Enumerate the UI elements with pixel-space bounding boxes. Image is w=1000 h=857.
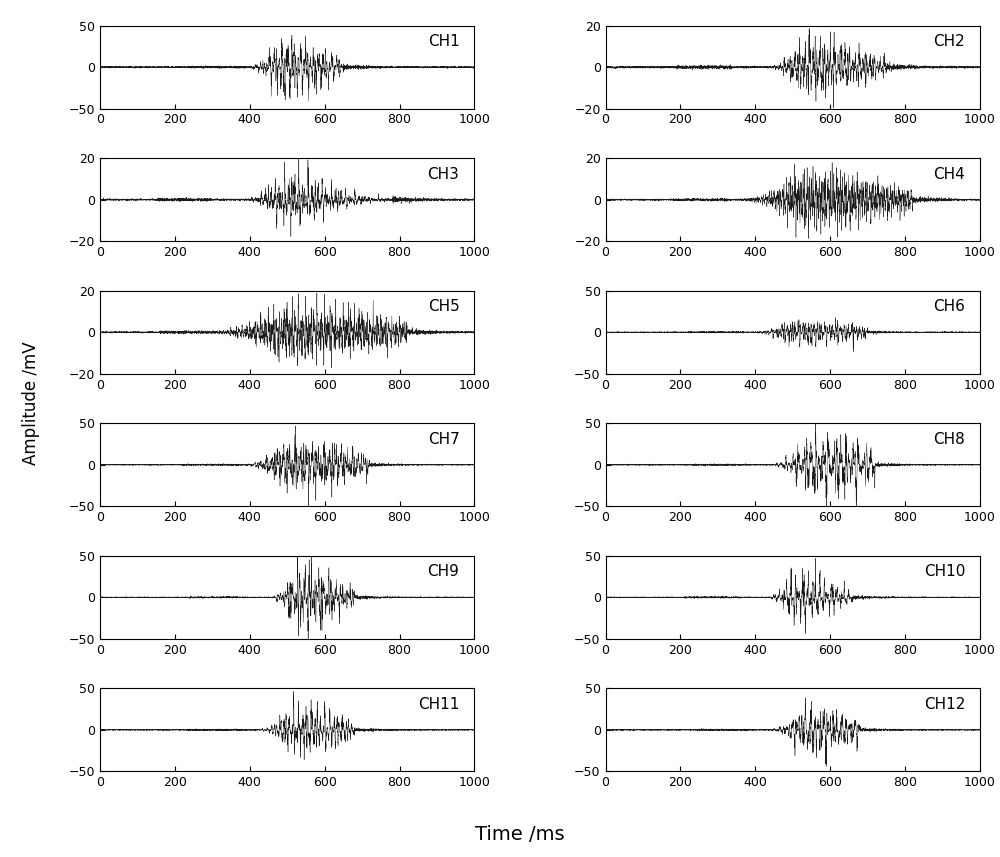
Text: CH5: CH5 — [428, 299, 459, 315]
Text: Amplitude /mV: Amplitude /mV — [22, 341, 40, 464]
Text: CH3: CH3 — [428, 166, 459, 182]
Text: CH10: CH10 — [924, 564, 965, 579]
Text: CH4: CH4 — [933, 166, 965, 182]
Text: CH1: CH1 — [428, 34, 459, 49]
Text: CH11: CH11 — [418, 697, 459, 712]
Text: CH6: CH6 — [933, 299, 965, 315]
Text: CH7: CH7 — [428, 432, 459, 446]
Text: Time /ms: Time /ms — [475, 825, 565, 844]
Text: CH12: CH12 — [924, 697, 965, 712]
Text: CH9: CH9 — [428, 564, 459, 579]
Text: CH8: CH8 — [933, 432, 965, 446]
Text: CH2: CH2 — [933, 34, 965, 49]
